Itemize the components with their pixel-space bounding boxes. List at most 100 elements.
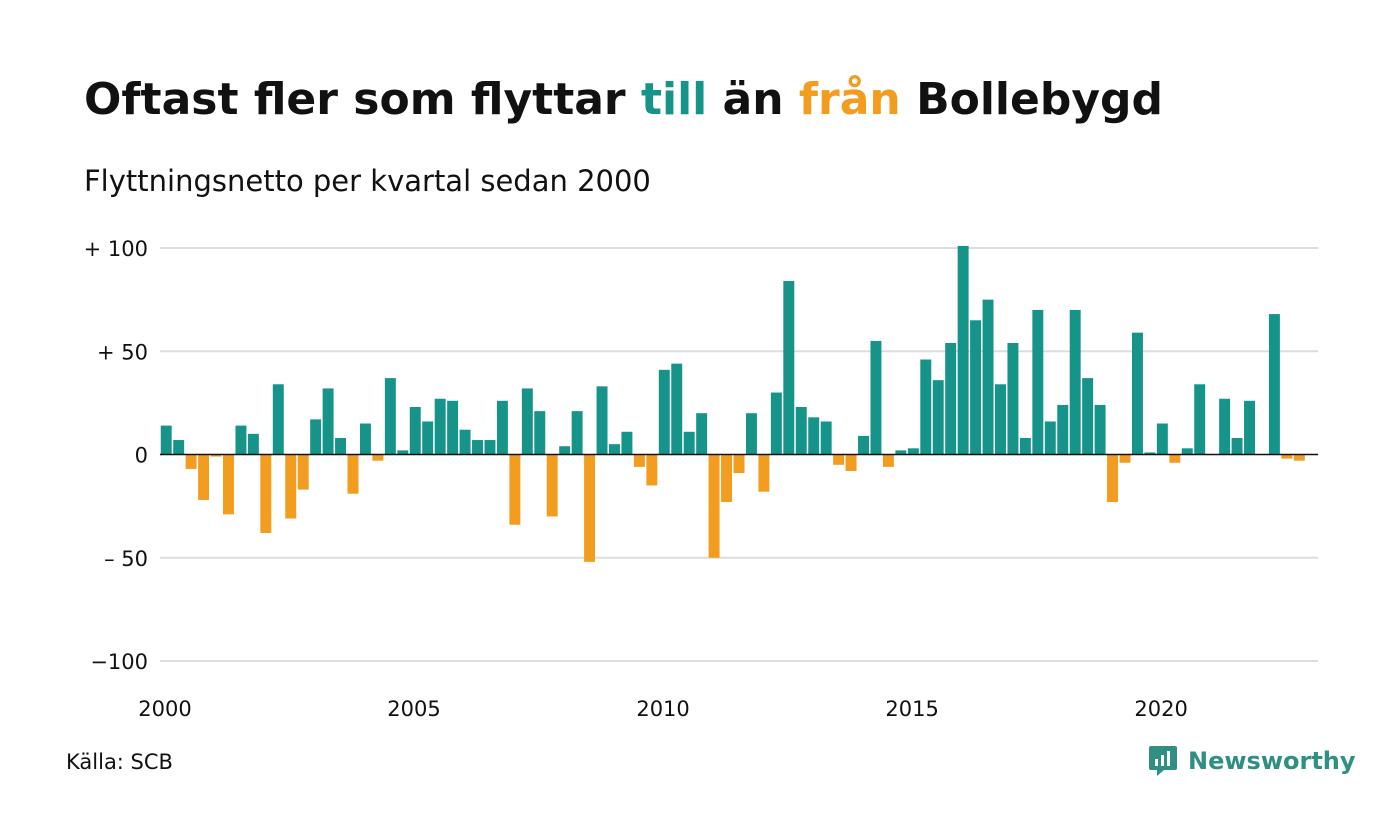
bar: [596, 386, 608, 455]
y-tick-label: −100: [90, 650, 148, 674]
bar: [1057, 404, 1069, 455]
bar: [484, 440, 496, 455]
bar: [372, 454, 384, 461]
bar: [422, 421, 434, 455]
bar: [1268, 314, 1280, 455]
y-tick-label: + 50: [97, 340, 148, 364]
bar: [310, 419, 322, 455]
bar: [521, 388, 533, 455]
bar: [907, 448, 919, 455]
bar: [472, 440, 483, 455]
bar: [1082, 378, 1094, 455]
bar: [1032, 309, 1044, 455]
bar: [1169, 454, 1181, 463]
gridlines: [160, 247, 1318, 662]
bar: [982, 299, 994, 455]
bar: [272, 384, 284, 455]
bar: [1194, 384, 1206, 455]
title-part-3: än: [707, 74, 799, 125]
bar: [534, 411, 546, 455]
bar: [621, 431, 633, 455]
brand-logo: Newsworthy: [1148, 744, 1356, 778]
bar: [708, 454, 720, 558]
bar: [509, 454, 521, 525]
bar: [820, 421, 832, 455]
chart-title: Oftast fler som flyttar till än från Bol…: [84, 74, 1163, 125]
bar: [210, 454, 222, 457]
bar: [870, 340, 882, 455]
bar: [247, 433, 259, 455]
bar: [795, 407, 807, 455]
bar: [733, 454, 745, 474]
bar: [808, 417, 820, 455]
bar: [347, 454, 359, 494]
bar: [335, 437, 347, 455]
bar: [459, 429, 471, 455]
bar: [696, 413, 708, 455]
bar: [1131, 332, 1143, 455]
bar: [260, 454, 272, 533]
bar: [895, 450, 907, 455]
bar: [1293, 454, 1305, 461]
bar: [646, 454, 658, 486]
bar: [384, 378, 396, 455]
bar: [359, 423, 371, 455]
bar: [1281, 454, 1293, 459]
bar: [1107, 454, 1119, 502]
title-part-1: Oftast fler som flyttar: [84, 74, 641, 125]
bar: [945, 342, 957, 455]
bar: [783, 281, 795, 455]
bar: [1069, 309, 1081, 455]
bars: [160, 245, 1305, 562]
bar: [609, 444, 620, 455]
brand-name: Newsworthy: [1188, 747, 1356, 775]
bar: [683, 431, 695, 455]
y-tick-label: – 50: [104, 547, 148, 571]
bar: [833, 454, 845, 465]
x-tick-label: 2005: [387, 697, 440, 721]
bar: [858, 435, 869, 455]
bar: [322, 388, 334, 455]
y-tick-label: + 100: [84, 237, 148, 261]
bar: [957, 245, 969, 455]
bar: [932, 380, 944, 455]
bar: [920, 359, 932, 455]
bar: [496, 400, 508, 455]
bar: [447, 400, 459, 455]
bar: [1119, 454, 1131, 463]
bar: [397, 450, 409, 455]
title-word-fran: från: [798, 74, 901, 125]
bar: [845, 454, 857, 472]
bar: [235, 425, 247, 455]
bar: [995, 384, 1006, 455]
bar: [882, 454, 894, 467]
bar: [970, 320, 982, 455]
bar: [1144, 452, 1156, 455]
bar: [633, 454, 645, 467]
bar: [1181, 448, 1193, 455]
bar: [758, 454, 770, 492]
bar: [658, 369, 670, 455]
title-part-5: Bollebygd: [900, 74, 1164, 125]
bar: [571, 411, 583, 455]
bar: [546, 454, 558, 517]
bar: [1007, 342, 1019, 455]
bar: [584, 454, 596, 562]
bar: [745, 413, 757, 455]
y-tick-label: 0: [135, 444, 148, 468]
title-word-till: till: [640, 74, 708, 125]
bar: [198, 454, 210, 500]
bar: [1044, 421, 1056, 455]
x-axis-labels: 2000 2005 2010 2015 2020: [138, 697, 1188, 721]
bar: [1231, 437, 1243, 455]
bar: [185, 454, 197, 469]
bar: [173, 440, 185, 455]
bar: [1156, 423, 1168, 455]
chart-subtitle: Flyttningsnetto per kvartal sedan 2000: [84, 164, 651, 198]
bar: [1219, 398, 1231, 455]
source-note: Källa: SCB: [66, 750, 173, 774]
x-tick-label: 2015: [885, 697, 938, 721]
bar: [671, 363, 683, 455]
bar: [1244, 400, 1255, 455]
